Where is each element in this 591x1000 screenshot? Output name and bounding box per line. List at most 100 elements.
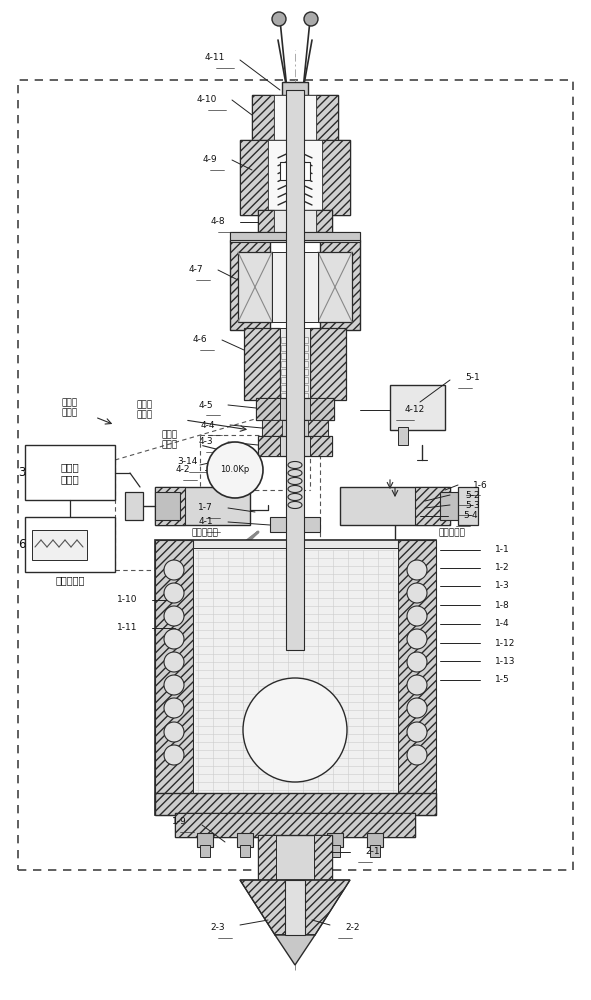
Bar <box>285 880 305 935</box>
Text: 4-3: 4-3 <box>199 438 213 446</box>
Text: 1-11: 1-11 <box>116 624 137 633</box>
Circle shape <box>243 678 347 782</box>
Bar <box>281 345 293 351</box>
Text: 4-2: 4-2 <box>176 466 190 475</box>
Text: 1-5: 1-5 <box>495 676 510 684</box>
Bar <box>295 328 310 400</box>
Bar <box>310 328 346 400</box>
Text: 4-10: 4-10 <box>197 96 217 104</box>
Bar <box>230 240 270 330</box>
Text: 堆堰气
压信号: 堆堰气 压信号 <box>162 430 178 450</box>
Bar <box>281 337 293 343</box>
Bar <box>268 140 322 215</box>
Bar <box>308 420 328 438</box>
Text: 1-2: 1-2 <box>495 564 509 572</box>
Bar <box>398 540 436 815</box>
Bar <box>155 487 250 525</box>
Bar <box>274 210 316 232</box>
Bar <box>230 232 360 242</box>
Bar <box>272 252 318 322</box>
Text: 1-8: 1-8 <box>495 600 510 609</box>
Bar <box>240 140 268 215</box>
Text: 10.0Kp: 10.0Kp <box>220 466 249 475</box>
Bar <box>258 436 332 456</box>
Bar <box>281 393 293 399</box>
Text: 6: 6 <box>18 538 25 552</box>
Bar <box>280 328 295 400</box>
Bar <box>340 487 450 525</box>
Bar <box>256 398 280 420</box>
Bar <box>296 369 308 375</box>
Circle shape <box>207 442 263 498</box>
Text: 1-3: 1-3 <box>495 582 510 590</box>
Bar <box>244 328 280 400</box>
Bar <box>25 445 115 500</box>
Bar <box>282 82 308 100</box>
Bar <box>280 162 310 180</box>
Text: 冷却水出口: 冷却水出口 <box>191 528 219 538</box>
Bar <box>262 420 282 438</box>
Bar <box>258 835 332 880</box>
Bar <box>281 353 293 359</box>
Bar <box>270 517 320 532</box>
Circle shape <box>407 745 427 765</box>
Text: 气压驱
动系统: 气压驱 动系统 <box>61 462 79 484</box>
Text: 5-4: 5-4 <box>463 512 478 520</box>
Bar <box>238 252 272 322</box>
Text: 4-1: 4-1 <box>199 518 213 526</box>
Text: 4-7: 4-7 <box>189 265 203 274</box>
Circle shape <box>164 629 184 649</box>
Bar <box>330 845 340 857</box>
Text: 4-9: 4-9 <box>202 155 217 164</box>
Bar <box>440 492 468 520</box>
Text: 射流状
态信号: 射流状 态信号 <box>137 400 153 420</box>
Text: 2-2: 2-2 <box>345 924 359 932</box>
Circle shape <box>407 698 427 718</box>
Bar <box>322 140 350 215</box>
Text: 3-14: 3-14 <box>178 458 198 466</box>
Text: 1-4: 1-4 <box>495 619 509 629</box>
Bar <box>155 487 185 525</box>
Bar <box>296 337 308 343</box>
Bar <box>286 90 304 650</box>
Circle shape <box>407 560 427 580</box>
Text: 5-1: 5-1 <box>465 373 480 382</box>
Text: 2-3: 2-3 <box>210 924 225 932</box>
Bar <box>155 492 180 520</box>
Bar <box>310 398 334 420</box>
Text: 4-12: 4-12 <box>405 406 426 414</box>
Bar <box>240 845 250 857</box>
Bar <box>262 420 328 438</box>
Bar <box>296 345 308 351</box>
Text: 3: 3 <box>18 466 25 480</box>
Circle shape <box>164 583 184 603</box>
Text: 1-10: 1-10 <box>116 595 137 604</box>
Bar <box>200 845 210 857</box>
Bar <box>258 436 280 456</box>
Circle shape <box>164 698 184 718</box>
Text: 4-11: 4-11 <box>204 53 225 62</box>
Polygon shape <box>275 935 315 965</box>
Bar <box>380 506 410 520</box>
Bar <box>318 252 352 322</box>
Bar <box>310 436 332 456</box>
Bar <box>237 833 253 847</box>
Bar <box>197 833 213 847</box>
Bar <box>281 377 293 383</box>
Bar <box>258 835 276 880</box>
Bar <box>367 833 383 847</box>
Text: 4-6: 4-6 <box>193 336 207 344</box>
Circle shape <box>407 722 427 742</box>
Bar <box>252 95 274 145</box>
Bar <box>296 361 308 367</box>
Bar <box>18 80 573 870</box>
Text: 堆堰液
位信号: 堆堰液 位信号 <box>62 398 78 418</box>
Bar <box>32 530 87 560</box>
Bar <box>125 492 143 520</box>
Text: 1-7: 1-7 <box>198 504 213 512</box>
Bar <box>274 95 316 145</box>
Bar <box>320 240 360 330</box>
Text: 工业计算机: 工业计算机 <box>56 575 85 585</box>
Circle shape <box>164 560 184 580</box>
Bar <box>258 210 274 232</box>
